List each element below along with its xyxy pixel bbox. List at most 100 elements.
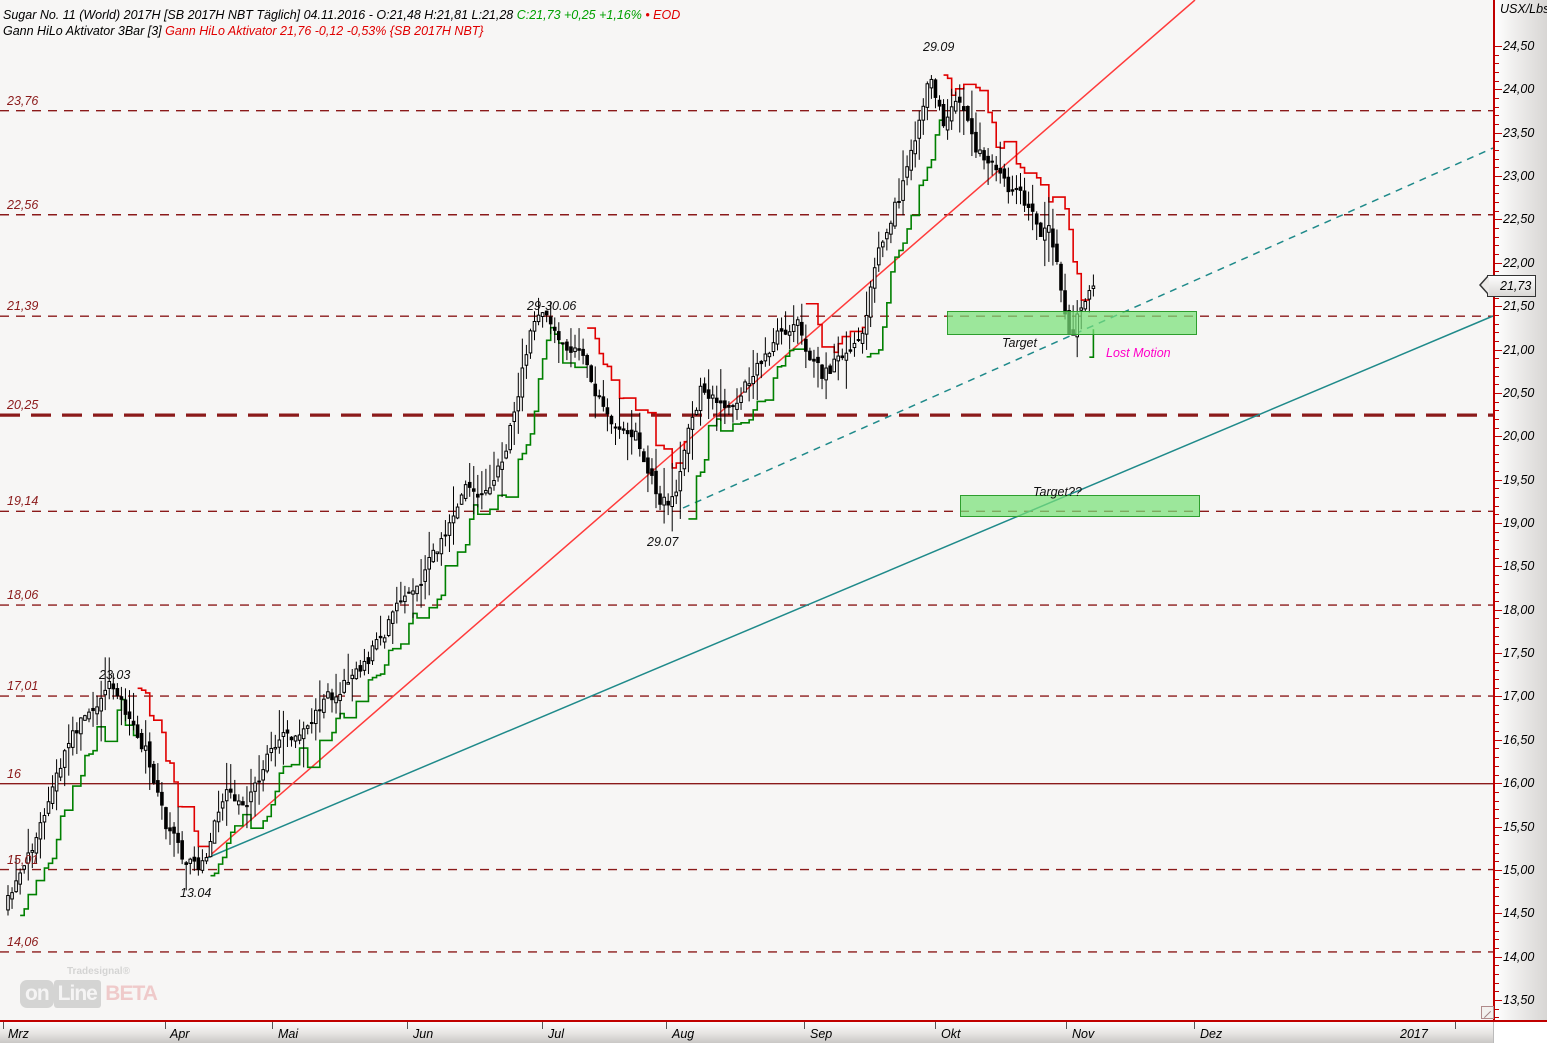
price-minor-tick	[1495, 410, 1499, 412]
resize-handle[interactable]	[1481, 1006, 1494, 1019]
candlestick	[338, 682, 342, 718]
candlestick	[196, 846, 201, 876]
price-minor-tick	[1495, 670, 1499, 672]
candlestick	[309, 708, 314, 734]
price-tick-mark	[1495, 523, 1502, 524]
candlestick	[1002, 163, 1007, 187]
candlestick	[593, 366, 598, 419]
price-chart-plot[interactable]: 23,76 22,56 21,39 20,25 19,14 18,06 17,01 16 15,…	[0, 0, 1493, 1020]
candlestick	[682, 448, 687, 477]
candlestick	[1038, 221, 1043, 237]
candlestick	[876, 231, 881, 272]
chart-canvas	[0, 0, 1493, 953]
candlestick	[791, 305, 796, 343]
price-minor-tick	[1495, 228, 1499, 230]
candlestick	[694, 407, 699, 416]
candlestick	[860, 327, 865, 354]
candlestick	[10, 887, 14, 909]
time-tick-label: Dez	[1200, 1027, 1223, 1041]
price-minor-tick	[1495, 106, 1499, 108]
candlestick	[147, 732, 152, 790]
candlestick	[1026, 191, 1031, 221]
price-axis[interactable]: USX/Lbs 24,50 24,00 23,50 23,00 22,50 22,00 21…	[1478, 0, 1547, 1020]
price-minor-tick	[1495, 141, 1499, 143]
candlestick	[710, 385, 715, 410]
candlestick	[1055, 229, 1059, 265]
candlestick	[714, 385, 719, 431]
candlestick	[265, 745, 269, 774]
candlestick	[107, 657, 112, 700]
price-level-label: 19,14	[7, 494, 39, 509]
candlestick	[26, 828, 31, 881]
candlestick	[828, 363, 832, 374]
trendline-red-steep[interactable]	[206, 0, 1196, 859]
target-zone-upper[interactable]	[947, 311, 1197, 335]
candlestick	[633, 422, 638, 441]
candlestick	[897, 178, 901, 209]
candlestick	[46, 786, 51, 817]
price-tick-label: 18,00	[1503, 602, 1535, 617]
price-minor-tick	[1495, 245, 1499, 247]
candlestick	[358, 659, 363, 678]
candlestick	[314, 698, 318, 741]
candlestick	[399, 581, 403, 605]
price-tick-label: 15,00	[1503, 862, 1535, 877]
candlestick	[783, 311, 788, 336]
time-tick-mark	[935, 1022, 936, 1029]
candlestick	[180, 831, 184, 865]
chart-annotation: 13.04	[180, 886, 212, 900]
candlestick	[654, 448, 658, 509]
candlestick	[415, 585, 419, 602]
candlestick	[751, 350, 756, 399]
candlestick	[139, 728, 144, 753]
price-minor-tick	[1495, 184, 1499, 186]
price-minor-tick	[1495, 210, 1499, 212]
price-minor-tick	[1495, 973, 1499, 975]
price-minor-tick	[1495, 115, 1499, 117]
price-tick-label: 19,00	[1503, 516, 1535, 530]
price-minor-tick	[1495, 731, 1499, 733]
candlestick	[285, 720, 290, 748]
candlestick	[787, 324, 792, 350]
candlestick	[1051, 208, 1055, 266]
gann-hilo-up-segment	[20, 698, 138, 917]
price-minor-tick	[1495, 453, 1499, 455]
candlestick-series	[6, 75, 1096, 916]
instrument-close: C:21,73 +0,25 +1,16%	[516, 8, 642, 22]
candlestick	[901, 150, 905, 216]
candlestick	[443, 520, 448, 547]
instrument-title: Sugar No. 11 (World) 2017H [SB 2017H NBT…	[3, 8, 514, 22]
price-minor-tick	[1495, 332, 1499, 334]
chart-annotation: 29.09	[923, 40, 955, 54]
candlestick	[411, 578, 415, 618]
candlestick	[1083, 298, 1088, 312]
candlestick	[273, 734, 278, 767]
candlestick	[508, 422, 512, 454]
gann-hilo-down-segment	[587, 327, 689, 469]
candlestick	[957, 84, 962, 133]
candlestick	[160, 781, 164, 820]
price-level-label: 22,56	[7, 197, 39, 212]
indicator-values: Gann HiLo Aktivator 21,76 -0,12 -0,53% {…	[165, 24, 484, 38]
candlestick	[625, 422, 630, 461]
chart-annotation: Target	[1002, 336, 1037, 350]
candlestick	[492, 451, 496, 491]
candlestick	[386, 615, 391, 638]
time-axis[interactable]: Mrz Apr Mai Jun Jul Aug Sep Okt Nov Dez 2017	[0, 1020, 1547, 1043]
price-minor-tick	[1495, 557, 1499, 559]
candlestick	[435, 551, 440, 562]
candlestick	[836, 336, 841, 381]
candlestick	[921, 98, 926, 135]
target-zone-lower[interactable]	[960, 495, 1200, 517]
candlestick	[982, 147, 986, 170]
trendline-teal-solid[interactable]	[206, 315, 1493, 859]
price-minor-tick	[1495, 679, 1499, 681]
candlestick	[484, 468, 488, 496]
price-minor-tick	[1495, 687, 1499, 689]
candlestick	[253, 776, 257, 817]
candlestick	[245, 786, 249, 829]
candlestick	[731, 403, 735, 423]
price-tick-mark	[1495, 89, 1502, 91]
candlestick	[455, 503, 460, 520]
price-tick-mark	[1495, 956, 1502, 958]
